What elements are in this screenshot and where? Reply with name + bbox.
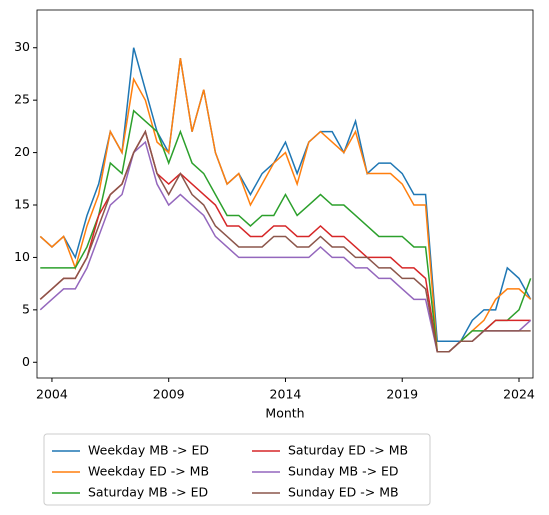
x-tick-label: 2014 — [270, 387, 302, 402]
y-tick-label: 25 — [14, 92, 30, 107]
plot-frame — [36, 9, 534, 379]
legend-label: Sunday MB -> ED — [288, 464, 399, 479]
series-line — [39, 129, 531, 353]
series-line — [39, 140, 532, 353]
legend-box — [43, 433, 431, 506]
y-tick-label: 5 — [22, 301, 30, 316]
x-tick-label: 2009 — [153, 387, 185, 402]
y-tick-label: 15 — [14, 197, 30, 212]
x-tick-label: 2004 — [36, 387, 68, 402]
y-tick-label: 20 — [14, 144, 30, 159]
legend-label: Weekday ED -> MB — [88, 464, 209, 479]
series-line — [39, 58, 532, 353]
legend-label: Weekday MB -> ED — [88, 443, 209, 458]
legend-label: Sunday ED -> MB — [288, 485, 399, 500]
series-line — [40, 109, 532, 353]
x-tick-label: 2019 — [386, 387, 418, 402]
y-tick-label: 0 — [22, 354, 30, 369]
legend-label: Saturday MB -> ED — [88, 485, 208, 500]
y-tick-label: 10 — [14, 249, 30, 264]
x-axis-label: Month — [265, 406, 304, 421]
x-tick-label: 2024 — [503, 387, 535, 402]
legend-label: Saturday ED -> MB — [288, 443, 408, 458]
y-tick-label: 30 — [14, 39, 30, 54]
series-line — [39, 129, 531, 353]
